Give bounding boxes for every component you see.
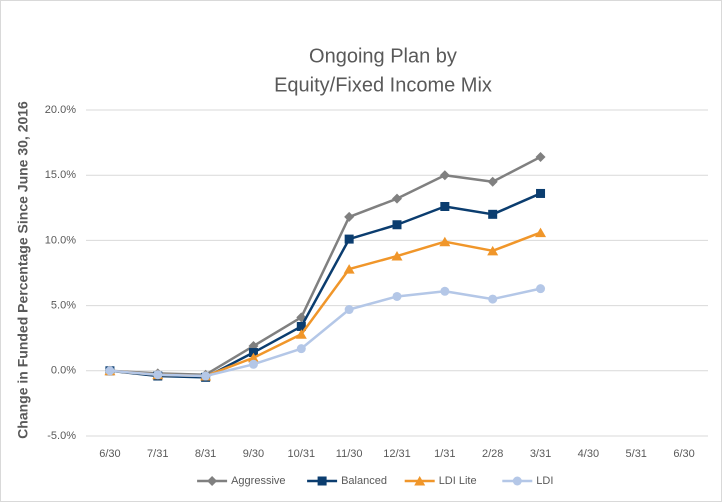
x-tick-label: 9/30: [243, 448, 264, 460]
marker: [536, 284, 546, 294]
line: [109, 155, 542, 376]
marker: [248, 348, 258, 358]
marker: [440, 201, 450, 211]
x-tick-label: 11/30: [336, 448, 363, 460]
marker: [296, 321, 306, 331]
x-tick-label: 10/31: [288, 448, 316, 460]
x-tick-label: 6/30: [99, 448, 120, 460]
marker: [392, 193, 402, 204]
marker: [392, 220, 402, 230]
marker: [535, 227, 547, 238]
marker: [296, 344, 306, 354]
legend-label: Aggressive: [231, 475, 285, 487]
marker: [343, 264, 355, 274]
x-tick-label: 5/31: [626, 448, 647, 460]
y-tick-label: 10.0%: [45, 234, 76, 246]
y-tick-label: 20.0%: [45, 104, 76, 116]
x-tick-label: 2/28: [482, 448, 503, 460]
line: [109, 192, 542, 379]
marker: [153, 370, 163, 380]
x-tick-label: 6/30: [673, 448, 694, 460]
line: [109, 287, 541, 378]
marker: [248, 359, 258, 369]
y-tick-label: 15.0%: [45, 169, 76, 181]
marker: [295, 329, 307, 339]
marker: [488, 294, 498, 304]
x-tick-label: 12/31: [383, 448, 411, 460]
legend-label: LDI Lite: [439, 475, 477, 487]
marker: [201, 371, 211, 381]
x-tick-label: 7/31: [147, 448, 168, 460]
x-tick-label: 1/31: [434, 448, 455, 460]
marker: [317, 476, 327, 486]
marker: [105, 366, 115, 376]
marker: [344, 234, 354, 244]
marker: [439, 236, 451, 247]
marker: [487, 245, 499, 256]
y-tick-label: 5.0%: [51, 300, 76, 312]
marker: [487, 176, 498, 187]
legend-label: LDI: [536, 475, 553, 487]
marker: [207, 476, 218, 486]
marker: [247, 352, 259, 363]
marker: [439, 170, 450, 181]
chart-title: Equity/Fixed Income Mix: [274, 74, 492, 96]
x-tick-label: 3/31: [530, 448, 551, 460]
marker: [414, 476, 426, 486]
y-tick-label: -5.0%: [47, 430, 76, 442]
marker: [488, 209, 498, 219]
marker: [535, 151, 546, 162]
chart-title: Ongoing Plan by: [309, 45, 457, 67]
marker: [392, 291, 402, 301]
x-tick-label: 8/31: [195, 448, 216, 460]
marker: [344, 211, 355, 222]
marker: [440, 286, 450, 296]
y-axis-label: Change in Funded Percentage Since June 3…: [15, 101, 31, 439]
marker: [344, 305, 354, 315]
y-tick-label: 0.0%: [51, 365, 76, 377]
marker: [391, 251, 403, 261]
x-tick-label: 4/30: [578, 448, 599, 460]
marker: [536, 188, 546, 198]
legend-label: Balanced: [341, 475, 387, 487]
marker: [512, 476, 522, 486]
